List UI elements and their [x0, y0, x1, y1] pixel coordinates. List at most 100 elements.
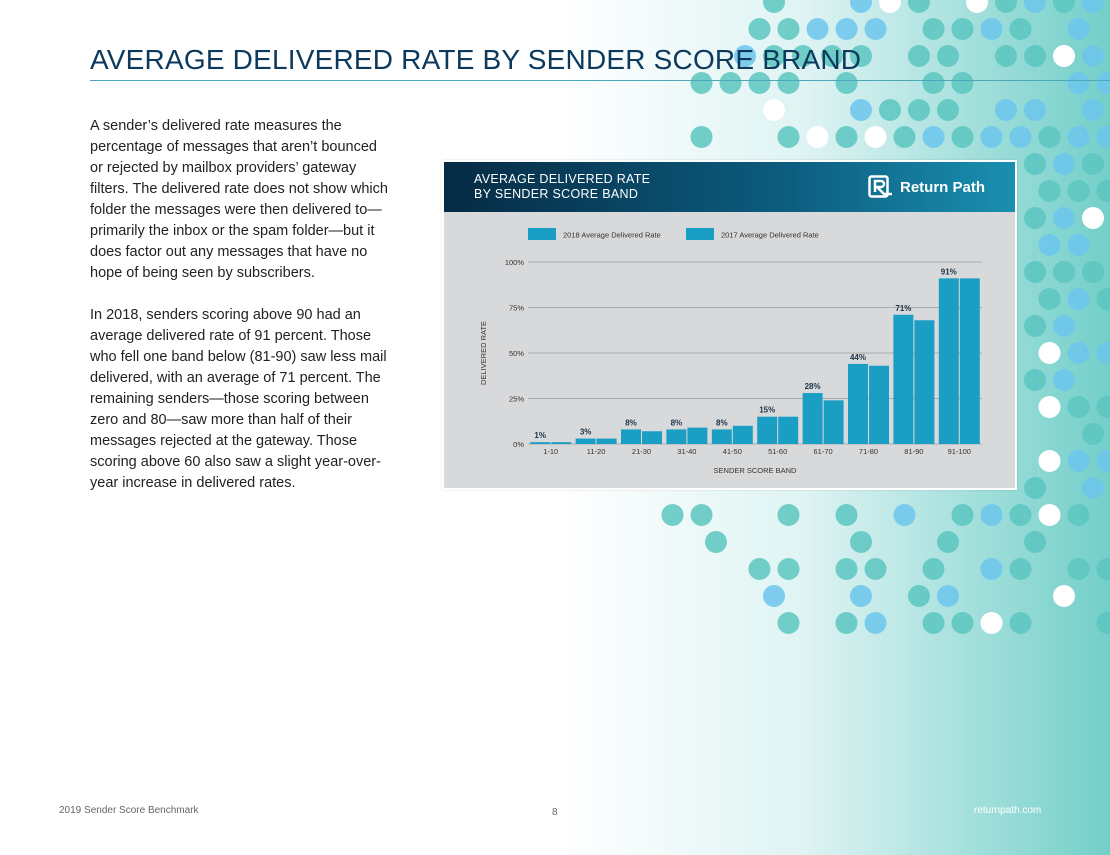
- decorative-dot: [1038, 342, 1061, 364]
- decorative-dot: [995, 0, 1017, 13]
- decorative-dot: [1009, 18, 1032, 40]
- decorative-dot: [1096, 396, 1110, 418]
- decorative-dot: [1024, 369, 1046, 391]
- decorative-dot: [1082, 45, 1104, 67]
- decorative-dot: [1067, 18, 1090, 40]
- decorative-dot: [922, 558, 945, 580]
- decorative-dot: [1038, 288, 1061, 310]
- x-tick-label: 1-10: [543, 447, 558, 456]
- decorative-dot: [850, 585, 872, 607]
- decorative-dot: [1024, 477, 1046, 499]
- decorative-dot: [748, 72, 771, 94]
- decorative-dot: [1053, 369, 1075, 391]
- decorative-dot: [1009, 504, 1032, 526]
- decorative-dot: [777, 504, 800, 526]
- bar-2017-11-20: [596, 438, 617, 444]
- decorative-dot: [1067, 396, 1090, 418]
- decorative-dot: [690, 504, 713, 526]
- decorative-dot: [1053, 45, 1075, 67]
- data-label: 8%: [671, 418, 683, 427]
- decorative-dot: [893, 504, 916, 526]
- decorative-dot: [1024, 531, 1046, 553]
- decorative-dot: [922, 18, 945, 40]
- x-tick-label: 11-20: [587, 447, 606, 456]
- decorative-dot: [995, 45, 1017, 67]
- data-label: 28%: [805, 382, 821, 391]
- decorative-dot: [1096, 288, 1110, 310]
- decorative-dot: [951, 612, 974, 634]
- footer-website-link[interactable]: returnpath.com: [974, 805, 1042, 816]
- return-path-logo-icon: [868, 175, 892, 198]
- decorative-dot: [908, 99, 930, 121]
- decorative-dot: [1082, 99, 1104, 121]
- y-tick-label: 25%: [509, 395, 524, 404]
- bar-2018-11-20: [575, 438, 596, 444]
- decorative-dot: [1067, 450, 1090, 472]
- decorative-dot: [1053, 261, 1075, 283]
- decorative-dot: [821, 45, 843, 67]
- bar-2018-61-70: [802, 393, 823, 444]
- decorative-dot: [705, 531, 727, 553]
- decorative-dot: [777, 612, 800, 634]
- return-path-logo: Return Path: [868, 175, 985, 199]
- decorative-dot: [893, 126, 916, 148]
- legend-label-2017: 2017 Average Delivered Rate: [721, 231, 819, 240]
- x-tick-label: 91-100: [948, 447, 971, 456]
- decorative-dot: [1009, 612, 1032, 634]
- bar-2017-91-100: [959, 278, 980, 444]
- footer-page-number: 8: [552, 807, 558, 818]
- x-tick-label: 41-50: [723, 447, 742, 456]
- decorative-dot: [980, 126, 1003, 148]
- decorative-dot: [690, 72, 713, 94]
- y-tick-label: 100%: [505, 258, 525, 267]
- decorative-dot: [937, 99, 959, 121]
- decorative-dot: [1024, 99, 1046, 121]
- x-axis-label: SENDER SCORE BAND: [714, 466, 798, 475]
- bar-2017-51-60: [778, 416, 799, 444]
- decorative-dot: [690, 126, 713, 148]
- decorative-dot: [1067, 504, 1090, 526]
- bar-2018-41-50: [711, 429, 732, 444]
- bar-2018-51-60: [757, 416, 778, 444]
- decorative-dot: [1096, 180, 1110, 202]
- decorative-dot: [1082, 0, 1104, 13]
- decorative-dot: [951, 504, 974, 526]
- bar-2017-1-10: [551, 442, 572, 444]
- data-label: 91%: [941, 267, 957, 276]
- decorative-dot: [980, 612, 1003, 634]
- decorative-dot: [1038, 126, 1061, 148]
- decorative-dot: [1053, 315, 1075, 337]
- y-axis-label: DELIVERED RATE: [479, 321, 488, 385]
- bar-2018-21-30: [621, 429, 641, 444]
- decorative-dot: [1067, 126, 1090, 148]
- legend-swatch-2017: [686, 228, 714, 240]
- decorative-dot: [661, 504, 684, 526]
- decorative-dot: [1053, 207, 1075, 229]
- data-label: 71%: [895, 304, 911, 313]
- chart-card: AVERAGE DELIVERED RATE BY SENDER SCORE B…: [442, 160, 1017, 490]
- decorative-dot: [835, 612, 858, 634]
- decorative-dot: [1024, 153, 1046, 175]
- decorative-dot: [1053, 153, 1075, 175]
- decorative-dot: [1082, 261, 1104, 283]
- decorative-dot: [908, 0, 930, 13]
- decorative-dot: [922, 72, 945, 94]
- decorative-dot: [1067, 288, 1090, 310]
- decorative-dot: [777, 72, 800, 94]
- decorative-dot: [1038, 504, 1061, 526]
- decorative-dot: [777, 126, 800, 148]
- title-divider: [90, 80, 1110, 81]
- x-tick-label: 61-70: [814, 447, 833, 456]
- decorative-dot: [908, 45, 930, 67]
- decorative-dot: [806, 18, 829, 40]
- decorative-dot: [1009, 558, 1032, 580]
- decorative-dot: [719, 72, 742, 94]
- decorative-dot: [1082, 423, 1104, 445]
- decorative-dot: [777, 558, 800, 580]
- x-tick-label: 71-80: [859, 447, 878, 456]
- decorative-dot: [864, 612, 887, 634]
- decorative-dot: [850, 0, 872, 13]
- decorative-dot: [980, 18, 1003, 40]
- paragraph-delivered-rate-definition: A sender’s delivered rate measures the p…: [90, 118, 388, 281]
